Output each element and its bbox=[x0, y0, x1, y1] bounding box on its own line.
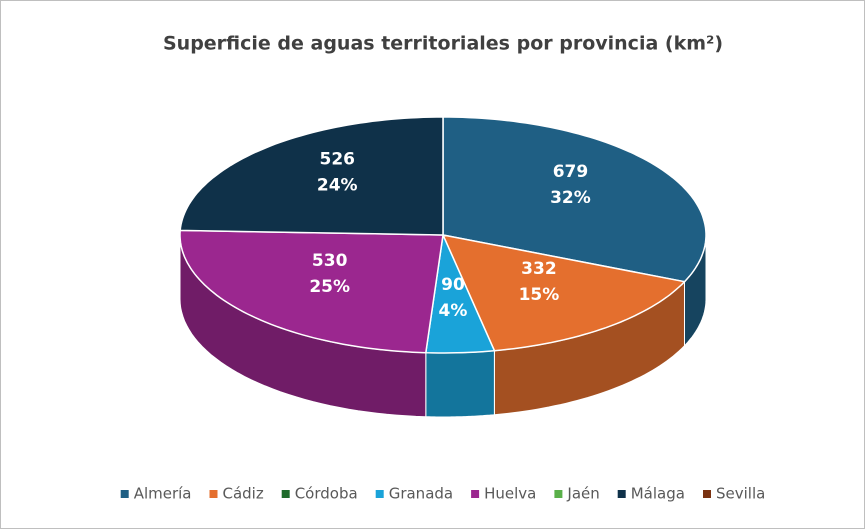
chart-title: Superficie de aguas territoriales por pr… bbox=[163, 33, 723, 55]
legend-item: Cádiz bbox=[209, 485, 264, 503]
legend-swatch bbox=[554, 490, 563, 498]
legend-item: Almería bbox=[120, 485, 192, 503]
pie-side bbox=[425, 350, 495, 418]
legend-label: Málaga bbox=[631, 485, 685, 503]
legend-swatch bbox=[120, 490, 129, 498]
legend-label: Granada bbox=[389, 485, 453, 503]
data-label: 530 bbox=[312, 251, 348, 271]
legend-item: Málaga bbox=[617, 485, 685, 503]
data-label: 332 bbox=[521, 259, 557, 279]
legend-label: Cádiz bbox=[223, 485, 264, 503]
pie-slice bbox=[442, 116, 707, 283]
data-label: 15% bbox=[519, 285, 560, 305]
legend-label: Jaén bbox=[566, 485, 599, 503]
legend-label: Sevilla bbox=[716, 485, 765, 503]
legend-swatch bbox=[471, 490, 480, 498]
legend-swatch bbox=[375, 490, 384, 498]
legend-item: Huelva bbox=[471, 485, 536, 503]
legend-swatch bbox=[209, 490, 218, 498]
legend-label: Córdoba bbox=[295, 485, 358, 503]
legend-item: Sevilla bbox=[703, 485, 765, 503]
legend-swatch bbox=[617, 490, 626, 498]
legend-item: Jaén bbox=[554, 485, 600, 503]
pie-slice bbox=[424, 232, 496, 354]
data-label: 679 bbox=[553, 162, 589, 182]
data-label: 4% bbox=[439, 301, 468, 321]
data-label: 526 bbox=[319, 149, 355, 169]
pie-slice bbox=[179, 229, 444, 354]
data-label: 90 bbox=[441, 275, 465, 295]
data-label: 32% bbox=[550, 188, 591, 208]
legend-swatch bbox=[281, 490, 290, 498]
legend-label: Almería bbox=[134, 485, 192, 503]
pie-slice bbox=[179, 116, 444, 236]
legend-label: Huelva bbox=[484, 485, 536, 503]
legend-item: Granada bbox=[375, 485, 453, 503]
pie-slice bbox=[441, 233, 686, 352]
legend-item: Córdoba bbox=[281, 485, 358, 503]
data-label: 25% bbox=[309, 277, 350, 297]
legend-swatch bbox=[703, 490, 711, 498]
data-label: 24% bbox=[317, 175, 358, 195]
